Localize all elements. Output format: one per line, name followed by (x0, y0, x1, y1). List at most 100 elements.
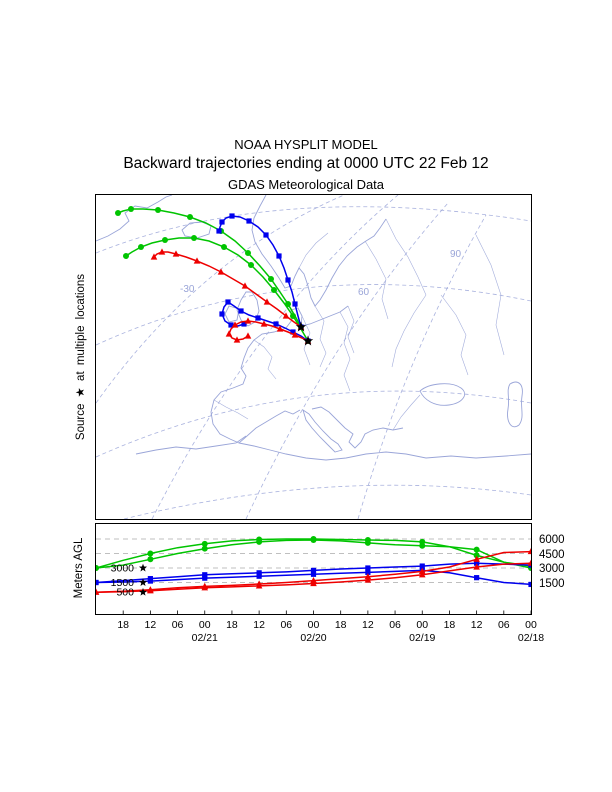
time-tick-label: 00 (525, 619, 537, 631)
time-tick-label: 12 (362, 619, 374, 631)
trajectory-marker-square (419, 563, 425, 569)
trajectory-marker-square (365, 569, 371, 575)
trajectory-map: -30 60 90 (96, 195, 531, 519)
country-border (392, 394, 421, 431)
trajectory-marker-triangle (263, 298, 271, 305)
trajectory-marker-triangle (147, 587, 154, 594)
height-axis-labels: 6000 4500 3000 1500 (539, 525, 583, 617)
trajectory-marker-triangle (225, 330, 233, 337)
trajectory-marker-circle (147, 550, 154, 557)
time-tick-label: 18 (226, 619, 238, 631)
trajectory-marker-triangle (217, 268, 225, 275)
source-star (302, 335, 314, 346)
trajectory-marker-triangle (150, 253, 158, 260)
trajectory-marker-square (229, 213, 235, 219)
time-axis-tick-labels: 18 12 06 00 18 12 06 00 18 12 06 00 18 12 06 00 (96, 619, 537, 631)
date-label: 02/19 (409, 632, 436, 644)
trajectory-marker-square (255, 315, 261, 321)
time-tick-label: 00 (416, 619, 429, 631)
trajectory-marker-square (365, 565, 371, 571)
source-height-star (138, 587, 148, 596)
graticule-line (96, 195, 345, 404)
graticule-line (96, 390, 531, 458)
map-y-axis-label: Source ★ at multiple locations (75, 273, 87, 441)
coastline (507, 381, 523, 428)
date-label: 02/18 (517, 632, 545, 644)
trajectory-marker-triangle (172, 250, 180, 257)
coastline (238, 442, 531, 461)
source-height-star (138, 578, 148, 586)
trajectory-marker-triangle (291, 331, 299, 338)
trajectory-marker-square (256, 573, 262, 579)
trajectory-marker-square (263, 232, 269, 238)
graticule-label: -30 (180, 284, 195, 295)
country-border (475, 234, 505, 356)
time-tick-label: 00 (307, 619, 320, 631)
height-axis-label: 6000 (539, 534, 565, 546)
time-tick-label: 00 (198, 619, 211, 631)
trajectory-marker-square (219, 311, 225, 317)
trajectory-marker-triangle (244, 332, 252, 339)
height-profile-panel: 3000 1500 500 (95, 523, 532, 615)
time-tick-label: 12 (144, 619, 157, 631)
country-border (391, 294, 427, 368)
graticule-line (245, 202, 449, 519)
trajectory-marker-circle (310, 536, 317, 543)
graticule-line (151, 195, 399, 519)
country-border (298, 232, 329, 269)
graticule-label: 60 (358, 287, 370, 298)
trajectory-marker-square (310, 571, 317, 577)
trajectory-marker-square (276, 253, 282, 259)
trajectory-marker-triangle (158, 248, 166, 255)
trajectory-marker-square (216, 228, 222, 234)
trajectory-marker-triangle (260, 320, 268, 327)
trajectory-marker-triangle (255, 582, 263, 589)
source-height-star (138, 563, 148, 572)
trajectory-marker-circle (191, 235, 197, 241)
trajectory-marker-triangle (193, 257, 201, 264)
coastline (302, 408, 343, 453)
trajectory-marker-square (290, 329, 296, 335)
trajectory-marker-square (273, 321, 279, 327)
time-tick-label: 06 (389, 619, 401, 631)
source-star (295, 321, 307, 332)
graticule-line (357, 214, 487, 519)
trajectory-marker-square (202, 575, 208, 581)
trajectory-marker-triangle (201, 584, 209, 591)
trajectory-marker-square (246, 218, 252, 224)
trajectory-path-0 (117, 208, 302, 328)
trajectory-marker-triangle (473, 563, 480, 570)
time-tick-label: 18 (334, 619, 347, 631)
time-axis-date-labels: 02/21 02/20 02/19 02/18 (96, 632, 545, 644)
trajectory-marker-circle (123, 253, 129, 259)
trajectory-marker-circle (155, 207, 161, 213)
country-border (253, 339, 277, 380)
time-tick-label: 12 (470, 619, 483, 631)
coastline (311, 406, 404, 449)
trajectory-marker-circle (248, 262, 254, 268)
country-border (364, 240, 389, 320)
coastline (210, 327, 301, 444)
trajectory-marker-triangle (364, 576, 372, 583)
date-label: 02/20 (300, 632, 327, 644)
source-height-label: 500 (116, 587, 134, 599)
trajectory-marker-circle (201, 540, 208, 547)
graticule-label: 90 (450, 249, 462, 260)
trajectory-marker-square (285, 277, 291, 283)
trajectory-marker-square (225, 299, 231, 305)
trajectory-marker-triangle (282, 312, 290, 319)
trajectory-marker-square (202, 572, 208, 578)
trajectory-marker-circle (364, 539, 371, 546)
trajectory-marker-circle (290, 313, 296, 319)
source-height-label: 3000 (111, 563, 135, 575)
trajectory-marker-triangle (364, 573, 372, 580)
trajectory-marker-square (310, 567, 317, 574)
trajectory-marker-triangle (310, 579, 317, 587)
trajectory-marker-square (474, 560, 480, 566)
coastline (419, 383, 465, 406)
trajectory-marker-circle (138, 244, 144, 250)
trajectory-marker-square (96, 579, 99, 586)
source-height-label: 1500 (111, 577, 135, 589)
